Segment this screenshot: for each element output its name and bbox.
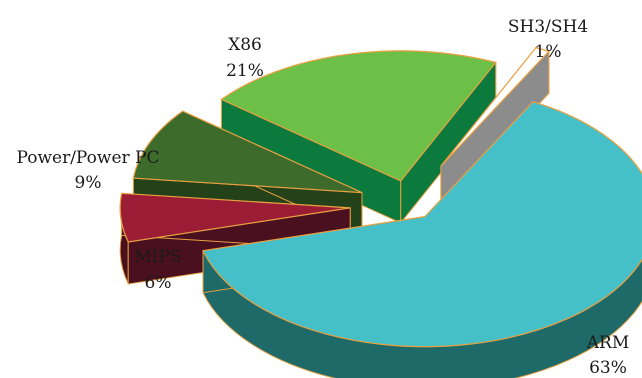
slice-x86	[220, 50, 497, 182]
mips-value: 6%	[145, 273, 172, 293]
power-label: Power/Power PC	[16, 148, 159, 168]
mips-label: MIPS	[134, 247, 181, 267]
arm-label: ARM	[586, 333, 629, 353]
power-value: 9%	[75, 173, 102, 193]
x86-value: 21%	[226, 61, 264, 81]
sh3-sh4-label: SH3/SH4	[508, 17, 588, 37]
label-mips: MIPS 6%	[134, 247, 181, 293]
slice-power-power-pc	[132, 110, 363, 194]
label-x86: X86 21%	[226, 35, 264, 81]
slice-mips	[119, 192, 351, 243]
label-arm: ARM 63%	[586, 333, 629, 378]
slice-arm	[202, 101, 642, 348]
arm-value: 63%	[589, 358, 627, 378]
slice-sh3-sh4	[440, 46, 550, 167]
label-power: Power/Power PC 9%	[16, 148, 159, 193]
label-sh3-sh4: SH3/SH4 1%	[508, 17, 588, 62]
x86-label: X86	[228, 35, 262, 55]
sh3-sh4-value: 1%	[535, 42, 562, 62]
slice-tops	[119, 46, 642, 348]
